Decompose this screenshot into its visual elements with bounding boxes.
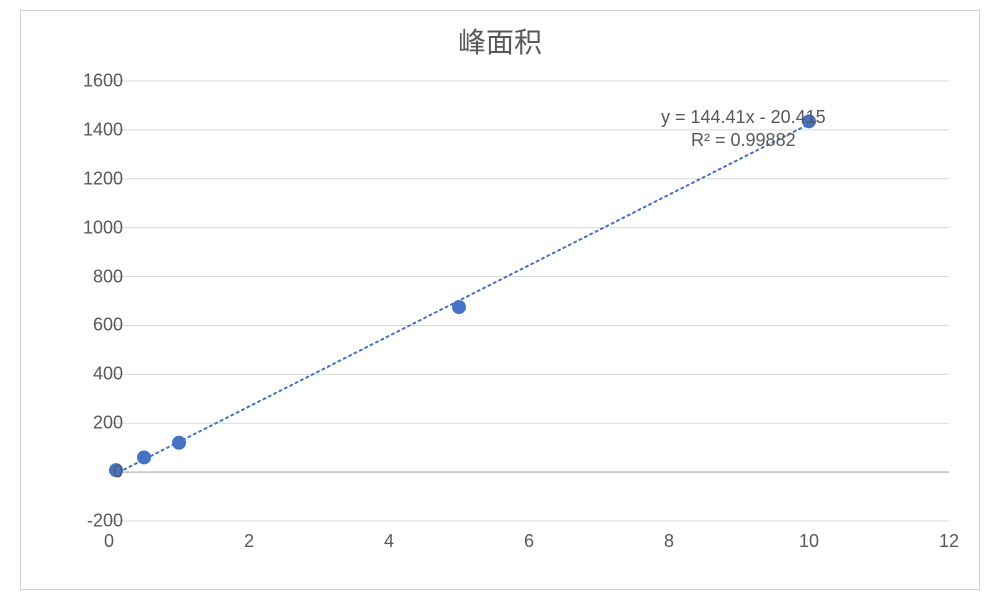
trendline	[119, 124, 809, 472]
x-tick-label: 2	[244, 531, 254, 552]
trendline-equation: y = 144.41x - 20.415 R² = 0.99882	[661, 106, 826, 153]
y-tick-label: 1200	[43, 168, 123, 189]
y-tick-label: 1000	[43, 217, 123, 238]
data-point	[172, 436, 186, 450]
y-tick-label: 400	[43, 364, 123, 385]
chart-title: 峰面积	[21, 21, 979, 61]
y-tick-label: 1600	[43, 71, 123, 92]
x-tick-label: 10	[799, 531, 819, 552]
y-tick-label: 200	[43, 413, 123, 434]
chart-container: 峰面积 -20002004006008001000120014001600 02…	[20, 10, 980, 590]
x-tick-label: 8	[664, 531, 674, 552]
y-tick-label: -200	[43, 511, 123, 532]
data-point	[137, 450, 151, 464]
y-tick-label: 0	[43, 462, 123, 483]
x-tick-label: 12	[939, 531, 959, 552]
x-tick-label: 4	[384, 531, 394, 552]
y-tick-label: 800	[43, 266, 123, 287]
x-tick-label: 0	[104, 531, 114, 552]
x-tick-label: 6	[524, 531, 534, 552]
r-squared-line: R² = 0.99882	[661, 129, 826, 152]
equation-line: y = 144.41x - 20.415	[661, 106, 826, 129]
y-tick-label: 1400	[43, 119, 123, 140]
y-tick-label: 600	[43, 315, 123, 336]
data-point	[452, 300, 466, 314]
